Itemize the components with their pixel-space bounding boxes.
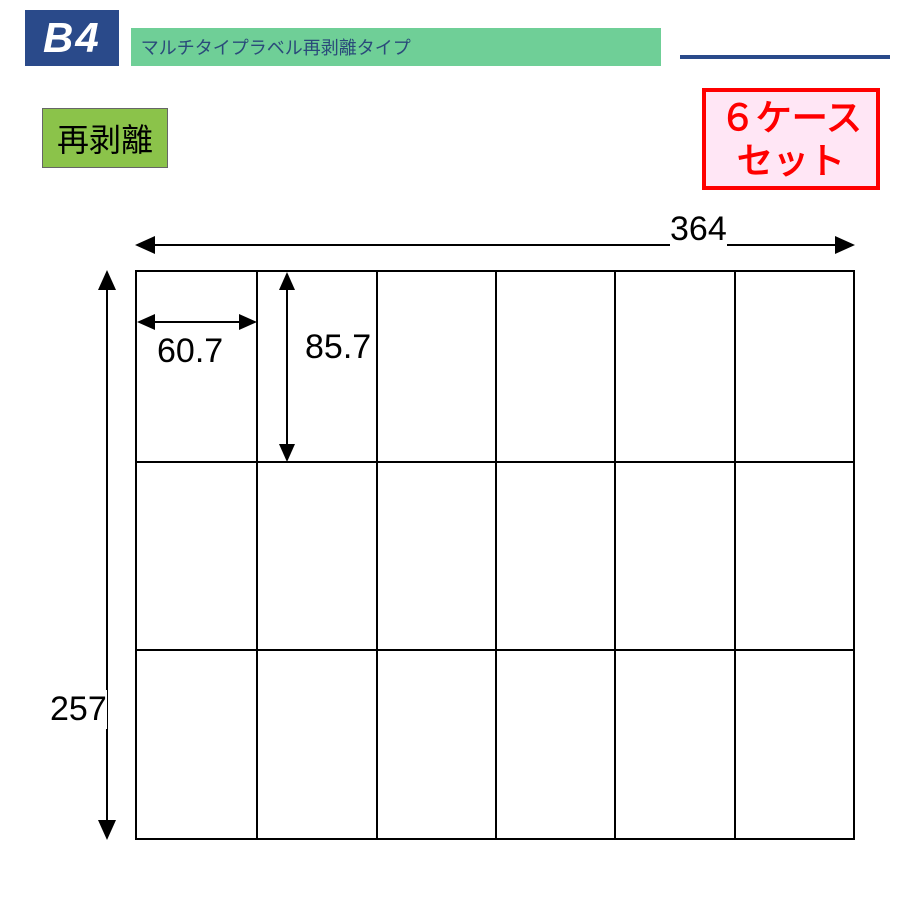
width-label: 364 [670, 210, 727, 249]
removable-badge: 再剥離 [42, 108, 168, 168]
grid-hline [137, 649, 853, 651]
cell-width-label: 60.7 [157, 332, 223, 371]
cell-height-label: 85.7 [305, 328, 371, 367]
case-set-line1: ６ケース [720, 96, 862, 139]
case-set-line2: セット [720, 139, 862, 182]
height-dimension-arrow [92, 270, 122, 840]
grid-vline [376, 272, 378, 838]
subtitle-bar: マルチタイプラベル再剥離タイプ [131, 28, 661, 66]
grid-hline [137, 461, 853, 463]
height-label: 257 [50, 690, 107, 729]
label-diagram: 364 257 60.7 85.7 [50, 210, 870, 890]
label-grid: 60.7 85.7 [135, 270, 855, 840]
grid-vline [256, 272, 258, 838]
size-badge: B4 [25, 10, 119, 66]
header-line [680, 55, 890, 59]
grid-vline [734, 272, 736, 838]
case-set-box: ６ケース セット [702, 88, 880, 190]
grid-vline [614, 272, 616, 838]
cell-height-arrow [272, 272, 302, 462]
width-dimension-arrow [135, 230, 855, 260]
grid-vline [495, 272, 497, 838]
